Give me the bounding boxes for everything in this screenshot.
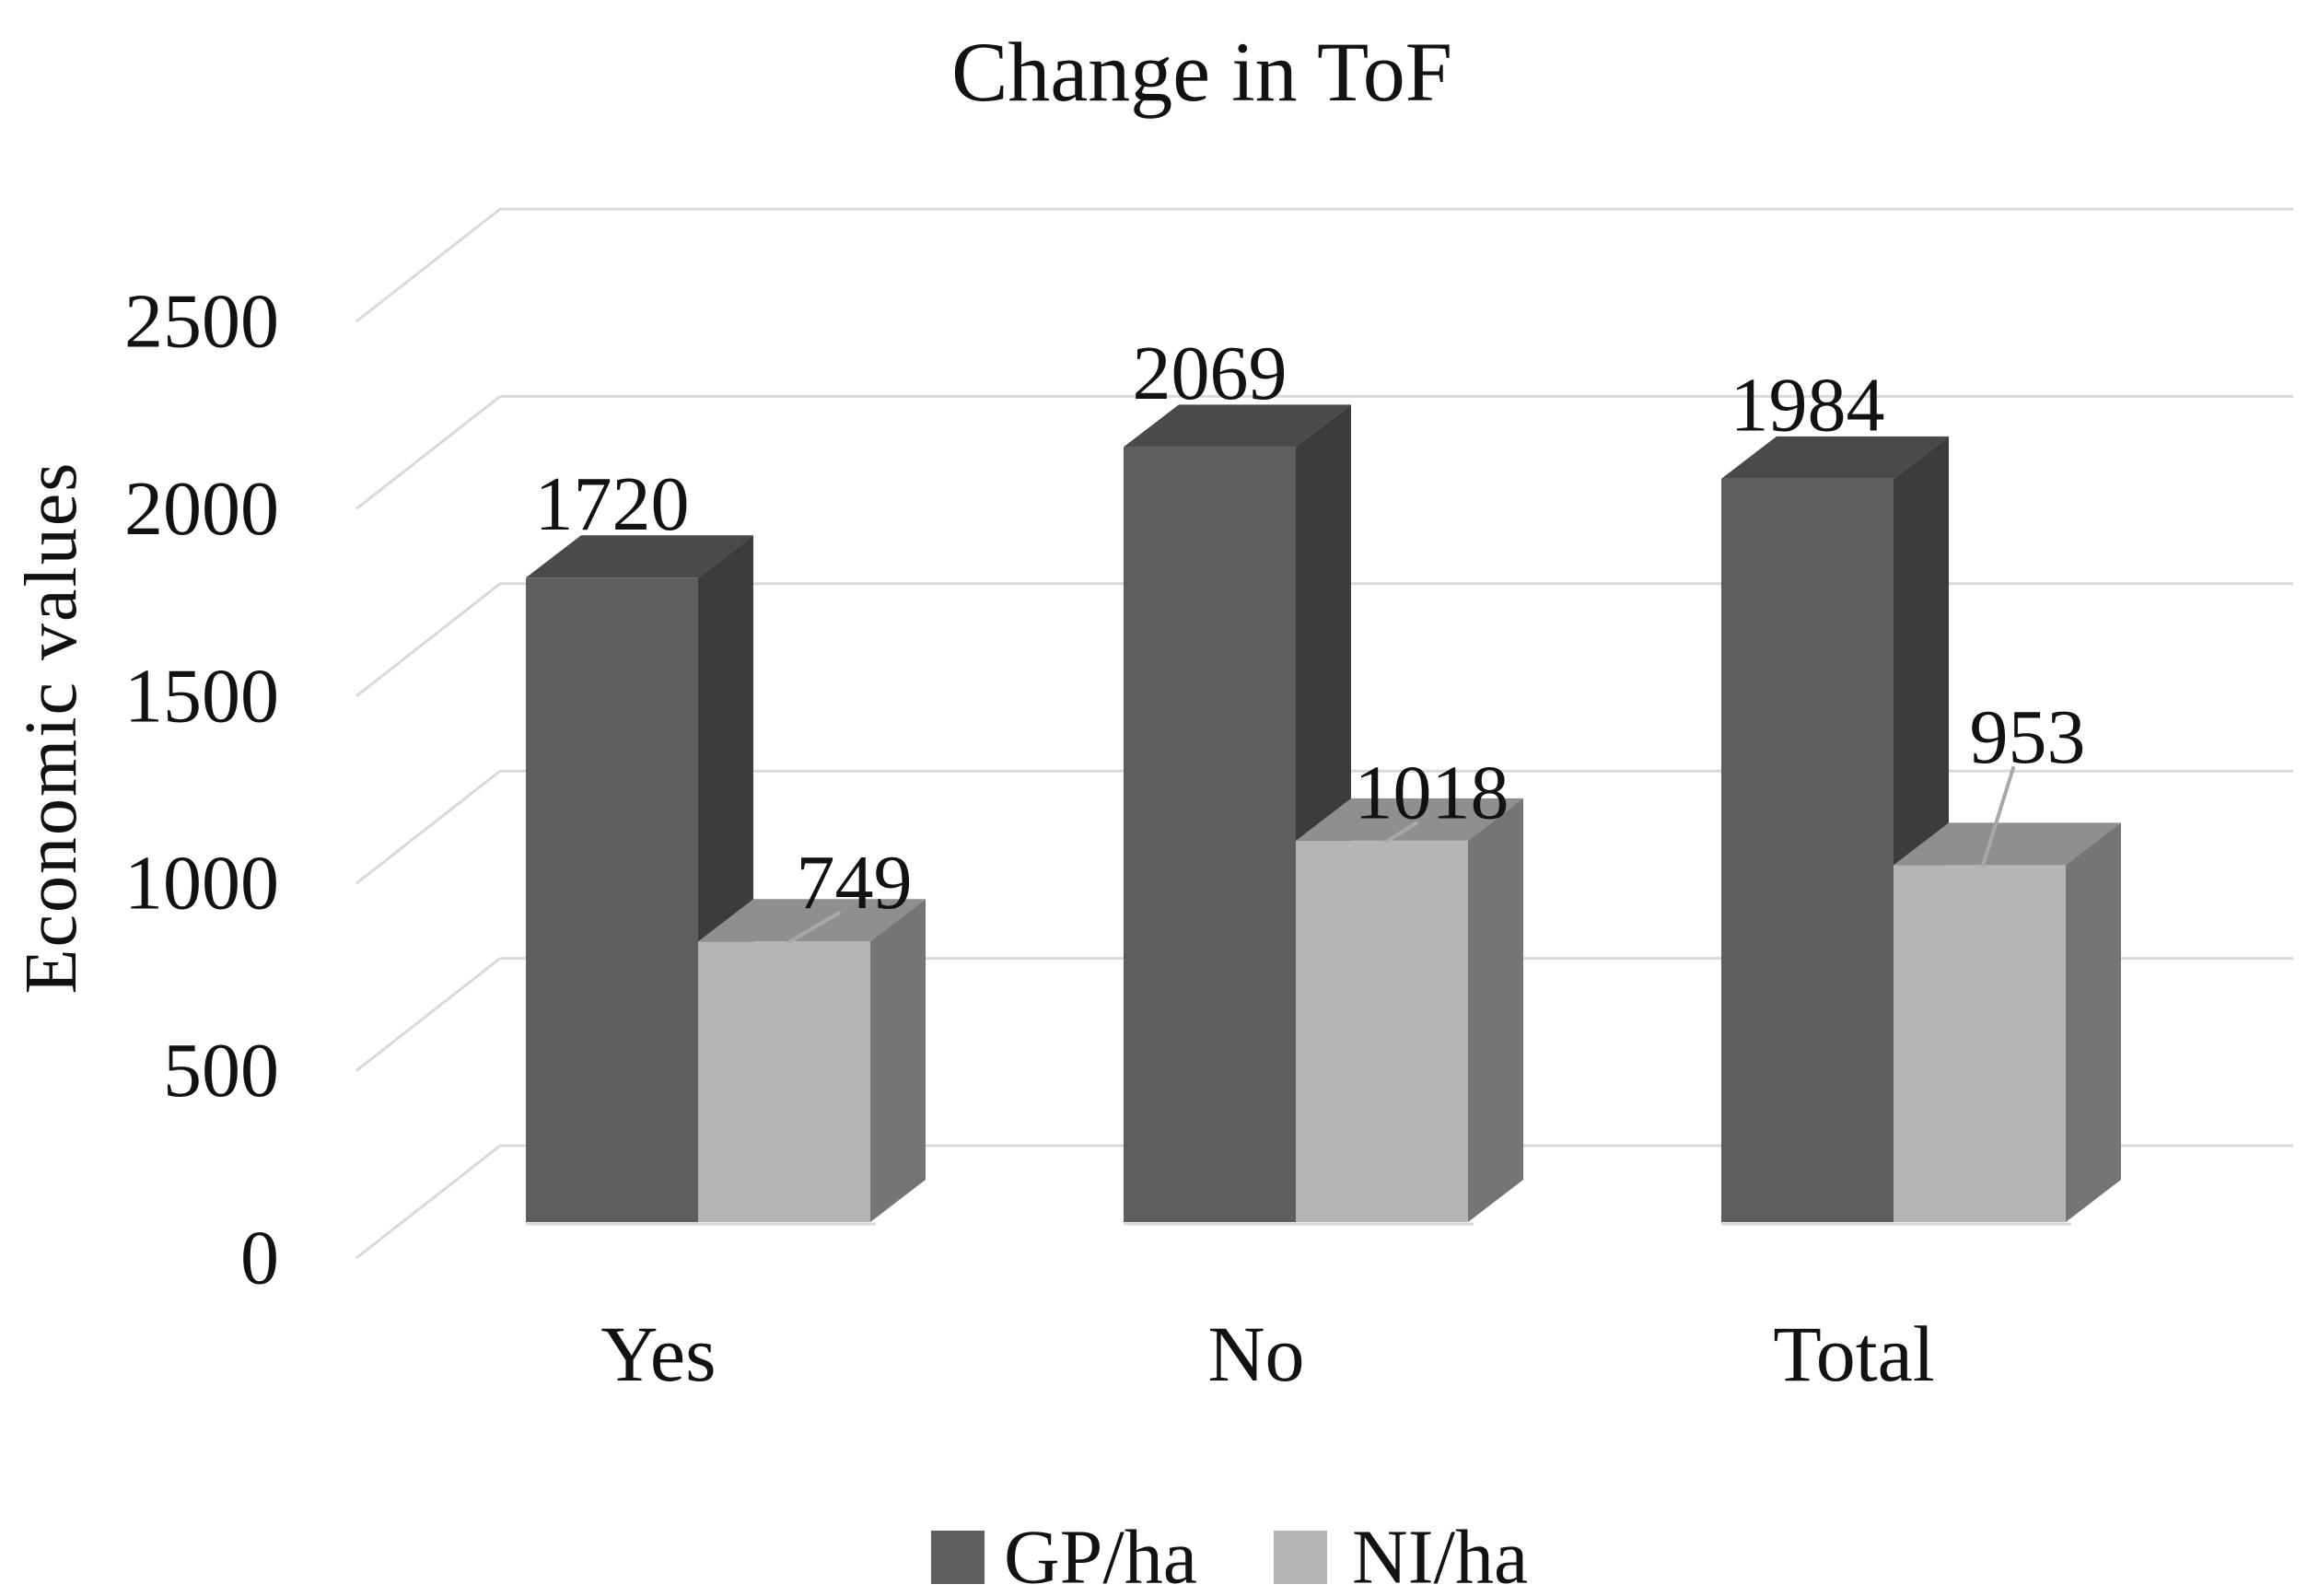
bar-gp-ha-yes-top [526, 535, 753, 578]
bar-ni-ha-yes-top [698, 899, 926, 942]
legend-swatch-ni-ha [1274, 1531, 1327, 1584]
bar-ni-ha-no-front [1296, 840, 1468, 1222]
wall-tick-connector [355, 1144, 501, 1260]
y-tick-label: 0 [240, 1216, 279, 1301]
legend-label-ni-ha: NI/ha [1352, 1515, 1528, 1596]
data-label-gp-ha-total: 1984 [1731, 362, 1885, 448]
wall-tick-connector [355, 957, 501, 1072]
bar-gp-ha-yes-front [526, 577, 698, 1222]
y-tick-label: 2500 [124, 279, 279, 365]
bar-ni-ha-total-front [1894, 865, 2066, 1222]
y-tick-label: 1500 [124, 653, 279, 739]
data-label-ni-ha-total: 953 [1970, 694, 2086, 780]
legend-label-gp-ha: GP/ha [1004, 1515, 1197, 1596]
bar-gp-ha-total-top [1721, 436, 1949, 479]
bar-ni-ha-total-side [2066, 822, 2121, 1222]
wall-tick-connector [355, 207, 501, 323]
wall-tick-connector [355, 582, 501, 697]
wall-tick-connector [355, 770, 501, 885]
bar-ni-ha-yes-front [698, 941, 870, 1222]
y-tick-label: 2000 [124, 466, 279, 552]
y-axis-title: Economic values [11, 461, 92, 995]
bar-ni-ha-no-side [1468, 798, 1523, 1222]
bar-gp-ha-no-front [1124, 447, 1296, 1222]
category-label-no: No [1207, 1310, 1304, 1398]
data-label-ni-ha-no: 1018 [1355, 750, 1509, 835]
category-label-total: Total [1773, 1310, 1935, 1398]
bar-gp-ha-no-top [1124, 404, 1351, 448]
data-label-gp-ha-no: 2069 [1133, 331, 1288, 416]
bar-gp-ha-total-front [1721, 478, 1894, 1222]
leader-line [1383, 821, 1419, 845]
bar-ni-ha-total-top [1894, 822, 2121, 866]
bar-ni-ha-yes-side [870, 899, 926, 1222]
legend-swatch-gp-ha [931, 1531, 985, 1584]
bar-ni-ha-no-top [1296, 798, 1523, 841]
leader-line [786, 910, 842, 946]
wall-tick-connector [355, 395, 501, 510]
chart-title: Change in ToF [951, 25, 1452, 119]
leader-line [1980, 765, 2016, 868]
category-label-yes: Yes [600, 1310, 716, 1398]
data-label-ni-ha-yes: 749 [797, 840, 913, 926]
y-tick-label: 1000 [124, 841, 279, 926]
data-label-gp-ha-yes: 1720 [535, 461, 690, 547]
y-tick-label: 500 [163, 1028, 279, 1113]
